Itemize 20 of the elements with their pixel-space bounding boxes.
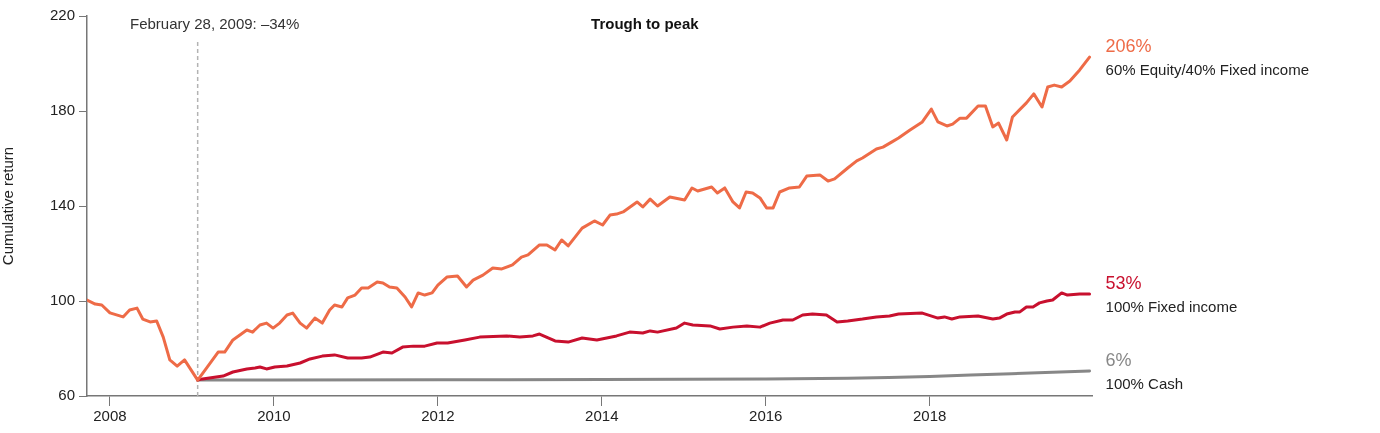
x-tick-label: 2008 [93, 407, 127, 425]
series-label: 100% Cash [1105, 375, 1184, 393]
y-tick-label: 180 [49, 101, 75, 119]
x-tick-label: 2018 [913, 407, 947, 425]
series-label: 60% Equity/40% Fixed income [1105, 61, 1309, 79]
y-tick-label: 220 [49, 6, 75, 24]
chart-title: Trough to peak [591, 15, 700, 33]
text: 6% [1105, 350, 1132, 371]
text: 206% [1105, 36, 1152, 57]
y-axis-title: Cumulative return [0, 146, 17, 266]
y-tick-label: 140 [49, 196, 75, 214]
x-tick-label: 2012 [421, 407, 455, 425]
x-tick-label: 2014 [585, 407, 619, 425]
y-tick-label: 60 [58, 386, 75, 404]
y-tick-label: 100 [49, 291, 75, 309]
x-tick-label: 2010 [257, 407, 291, 425]
series-label: 100% Fixed income [1105, 298, 1238, 316]
ref-line-label: February 28, 2009: –34% [130, 15, 300, 33]
x-tick-label: 2016 [749, 407, 783, 425]
text: 53% [1105, 273, 1142, 294]
